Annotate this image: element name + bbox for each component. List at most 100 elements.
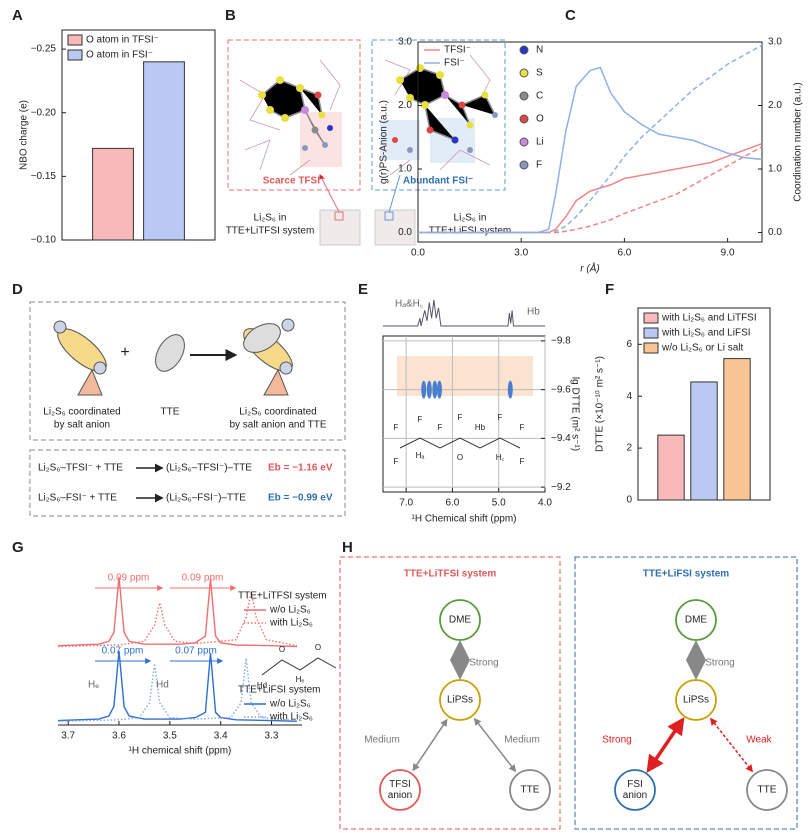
system-label: Li₂S₆ in	[254, 213, 287, 224]
scheme-d	[29, 301, 346, 517]
system-box	[339, 556, 561, 830]
node-label: TFSI	[389, 779, 411, 790]
plot-frame	[61, 29, 216, 241]
legend-swatch	[643, 312, 659, 324]
projection	[383, 299, 545, 327]
tick-label: 0.0	[411, 248, 425, 259]
formula-label: F	[520, 423, 525, 432]
y-axis-label: g(r)PS-Anion (a.u.)	[379, 100, 390, 184]
interaction-label: Medium	[504, 735, 540, 746]
atom-label: Li	[536, 137, 544, 148]
y-axis-label: DTTE (×10⁻¹⁰ m² s⁻¹)	[595, 356, 606, 452]
node-label: TTE	[521, 785, 540, 796]
legend-swatch	[643, 327, 659, 339]
arrow	[319, 174, 340, 213]
molecule-label: Hₑ	[296, 675, 305, 684]
interaction-label: Strong	[705, 658, 734, 669]
node-label: anion	[388, 790, 412, 801]
legend-label: w/o Li₂S₆	[269, 699, 311, 710]
x-axis-label: ¹H chemical shift (ppm)	[129, 746, 232, 757]
panel-letter: F	[605, 281, 614, 298]
sim-box	[374, 209, 416, 246]
molecule-label: O	[315, 643, 321, 652]
tick-label: 0.0	[768, 227, 782, 238]
spot	[432, 380, 438, 399]
shape	[53, 320, 67, 334]
label: by salt anion	[54, 420, 110, 431]
box	[29, 449, 346, 517]
shape	[77, 368, 103, 396]
legend-label: O atom in FSI⁻	[86, 50, 153, 61]
legend-label: with Li₂S₆	[269, 712, 313, 723]
label: TTE	[161, 407, 180, 418]
atom-swatch	[519, 91, 529, 101]
y2-axis-label: Coordination number (a.u.)	[793, 82, 804, 202]
annotation: 0.09 ppm	[182, 573, 224, 584]
spectrum	[57, 591, 298, 648]
peak-label: Hₑ	[88, 680, 99, 691]
annotation: 0.07 ppm	[102, 646, 144, 657]
bar	[657, 434, 685, 501]
interaction-label: Strong	[602, 735, 631, 746]
tick-label: 2.0	[768, 100, 782, 111]
shape	[281, 318, 295, 332]
node	[614, 769, 656, 811]
system-title: TTE+LiTFSI system	[404, 569, 497, 580]
equation-rhs: (Li₂S₆–TFSI⁻)–TTE	[166, 463, 252, 474]
x-axis-label: ¹H Chemical shift (ppm)	[411, 514, 516, 525]
bar	[690, 381, 718, 501]
atom-swatch	[519, 45, 529, 55]
formula-label: F	[458, 413, 463, 422]
tick-label: 4.0	[538, 498, 552, 509]
box-left	[227, 39, 361, 191]
legend-title: TTE+LiTFSI system	[238, 591, 327, 602]
panel-letter: G	[12, 539, 24, 556]
legend-label: w/o Li₂S₆ or Li salt	[661, 343, 744, 354]
system-title: TTE+LiFSI system	[643, 569, 730, 580]
tick-label: 3.5	[163, 731, 177, 742]
node-label: TTE	[758, 785, 777, 796]
node	[675, 679, 717, 721]
panel-letter: E	[358, 281, 368, 298]
atom-label: C	[536, 91, 543, 102]
tick-label: 3.6	[112, 731, 126, 742]
box-right	[371, 39, 506, 191]
atoms	[258, 64, 498, 153]
formula-skeleton	[399, 437, 521, 449]
spot	[421, 380, 427, 399]
label: Li₂S₆ coordinated	[239, 407, 316, 418]
y-axis-label: lg DTTE (m² s⁻¹)	[569, 377, 580, 451]
atom-swatch	[519, 137, 529, 147]
formula-label: F	[498, 413, 503, 422]
system-label: TTE+LiFSI system	[429, 226, 512, 237]
atom-swatch	[519, 160, 529, 170]
equation-lhs: Li₂S₆–TFSI⁻ + TTE	[38, 463, 123, 474]
tick-label: 4	[626, 391, 632, 402]
peak-label: Hₐ&H꜀	[395, 299, 424, 310]
tick-label: −0.20	[31, 107, 57, 118]
tick-label: −9.6	[551, 384, 571, 395]
tick-label: 3.0	[514, 248, 528, 259]
molecule-label: Hd	[257, 681, 267, 690]
bar	[723, 358, 751, 501]
interaction	[412, 718, 448, 772]
legend-label: with Li₂S₆ and LiFSI	[661, 328, 751, 339]
legend-title: TTE+LiFSI system	[238, 685, 321, 696]
tick-label: −0.25	[31, 44, 57, 55]
equation-lhs: Li₂S₆–FSI⁻ + TTE	[38, 493, 117, 504]
node-label: LiPSs	[447, 695, 473, 706]
formula-label: F	[438, 423, 443, 432]
interaction-label: Strong	[469, 658, 498, 669]
atom-label: O	[536, 114, 544, 125]
node	[439, 599, 481, 641]
plot-frame	[417, 41, 763, 243]
formula-label: O	[457, 453, 463, 462]
shape	[263, 368, 289, 396]
panel-letter: C	[565, 7, 576, 24]
tick-label: 6	[626, 339, 632, 350]
atom-swatch	[519, 114, 529, 124]
legend-swatch	[643, 342, 659, 354]
sim-box	[319, 209, 361, 246]
box	[29, 301, 346, 441]
node	[509, 769, 551, 811]
